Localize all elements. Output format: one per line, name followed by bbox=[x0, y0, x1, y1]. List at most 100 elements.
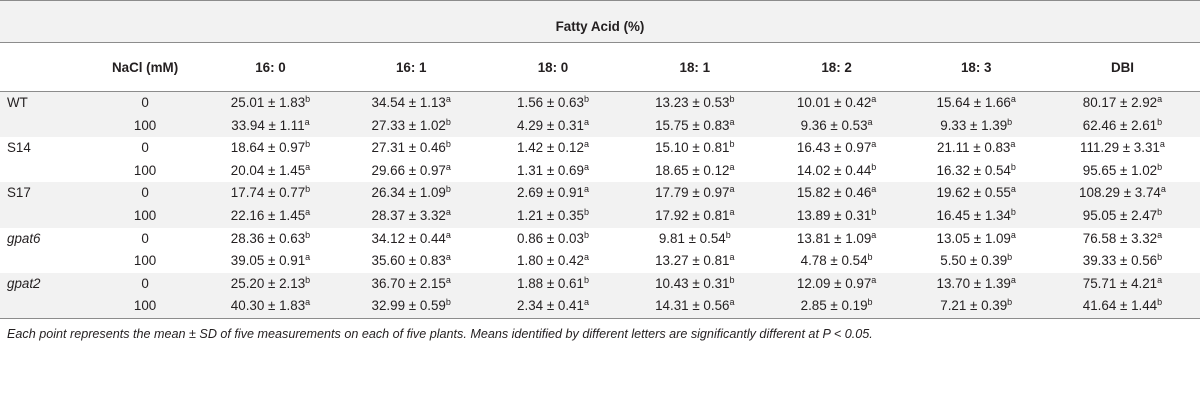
significance-letter: a bbox=[871, 184, 877, 195]
nacl-cell: 0 bbox=[89, 227, 201, 251]
mean-sd-value: 9.36 ± 0.53 bbox=[800, 117, 868, 133]
mean-sd-value: 2.85 ± 0.19 bbox=[800, 298, 868, 314]
value-cell: 15.64 ± 1.66a bbox=[907, 91, 1045, 115]
value-cell: 0.86 ± 0.03b bbox=[482, 227, 624, 251]
column-header-16-0: 16: 0 bbox=[200, 42, 341, 92]
nacl-cell: 0 bbox=[89, 272, 201, 296]
column-header-16-1: 16: 1 bbox=[340, 42, 483, 92]
value-cell: 15.82 ± 0.46a bbox=[765, 182, 908, 205]
table-body: WT 0 25.01 ± 1.83b 34.54 ± 1.13a 1.56 ± 0.63… bbox=[0, 91, 1200, 319]
mean-sd-value: 4.29 ± 0.31 bbox=[517, 117, 584, 133]
significance-letter: a bbox=[305, 161, 311, 172]
significance-letter: b bbox=[1157, 161, 1163, 172]
value-cell: 15.10 ± 0.81b bbox=[623, 137, 766, 160]
mean-sd-value: 40.30 ± 1.83 bbox=[230, 298, 306, 314]
mean-sd-value: 17.74 ± 0.77 bbox=[230, 185, 306, 201]
value-cell: 1.31 ± 0.69a bbox=[482, 159, 624, 183]
table-row: 100 39.05 ± 0.91a 35.60 ± 0.83a 1.80 ± 0.42… bbox=[0, 250, 1200, 273]
significance-letter: b bbox=[583, 94, 589, 104]
significance-letter: a bbox=[871, 274, 877, 285]
value-cell: 95.05 ± 2.47b bbox=[1044, 204, 1200, 228]
significance-letter: b bbox=[305, 184, 311, 195]
mean-sd-value: 35.60 ± 0.83 bbox=[371, 253, 446, 269]
significance-letter: a bbox=[583, 297, 589, 308]
significance-letter: b bbox=[445, 297, 451, 308]
significance-letter: a bbox=[583, 184, 589, 195]
value-cell: 10.43 ± 0.31b bbox=[623, 272, 766, 296]
significance-letter: a bbox=[871, 139, 877, 150]
mean-sd-value: 13.27 ± 0.81 bbox=[655, 253, 730, 269]
significance-letter: a bbox=[445, 274, 451, 285]
mean-sd-value: 95.65 ± 1.02 bbox=[1082, 162, 1158, 178]
column-header-dbi: DBI bbox=[1044, 42, 1200, 92]
mean-sd-value: 28.36 ± 0.63 bbox=[230, 230, 306, 246]
mean-sd-value: 1.88 ± 0.61 bbox=[517, 275, 584, 291]
value-cell: 17.74 ± 0.77b bbox=[200, 182, 341, 205]
value-cell: 75.71 ± 4.21a bbox=[1044, 272, 1200, 296]
significance-letter: b bbox=[583, 274, 589, 285]
value-cell: 1.42 ± 0.12a bbox=[482, 137, 624, 160]
value-cell: 27.31 ± 0.46b bbox=[340, 137, 483, 160]
table-row: 100 33.94 ± 1.11a 27.33 ± 1.02b 4.29 ± 0.31… bbox=[0, 114, 1200, 138]
value-cell: 17.92 ± 0.81a bbox=[623, 204, 766, 228]
significance-letter: b bbox=[1157, 116, 1163, 127]
value-cell: 16.32 ± 0.54b bbox=[907, 159, 1045, 183]
mean-sd-value: 80.17 ± 2.92 bbox=[1082, 95, 1158, 110]
strain-cell bbox=[0, 204, 90, 228]
significance-letter: a bbox=[583, 139, 589, 150]
significance-letter: a bbox=[871, 94, 877, 104]
significance-letter: b bbox=[867, 297, 873, 308]
value-cell: 2.34 ± 0.41a bbox=[482, 295, 624, 319]
value-cell: 33.94 ± 1.11a bbox=[200, 114, 341, 138]
value-cell: 18.65 ± 0.12a bbox=[623, 159, 766, 183]
significance-letter: b bbox=[445, 116, 451, 127]
column-header-18-3: 18: 3 bbox=[907, 42, 1045, 92]
mean-sd-value: 25.20 ± 2.13 bbox=[230, 275, 306, 291]
value-cell: 35.60 ± 0.83a bbox=[340, 250, 483, 273]
mean-sd-value: 15.75 ± 0.83 bbox=[655, 117, 730, 133]
value-cell: 95.65 ± 1.02b bbox=[1044, 159, 1200, 183]
strain-cell bbox=[0, 159, 90, 183]
value-cell: 16.45 ± 1.34b bbox=[907, 204, 1045, 228]
value-cell: 80.17 ± 2.92a bbox=[1044, 91, 1200, 115]
significance-letter: a bbox=[1010, 94, 1016, 104]
mean-sd-value: 95.05 ± 2.47 bbox=[1082, 207, 1158, 223]
significance-letter: a bbox=[583, 161, 589, 172]
table-row: 100 20.04 ± 1.45a 29.66 ± 0.97a 1.31 ± 0.69… bbox=[0, 159, 1200, 183]
value-cell: 22.16 ± 1.45a bbox=[200, 204, 341, 228]
value-cell: 12.09 ± 0.97a bbox=[765, 272, 908, 296]
significance-letter: b bbox=[867, 252, 873, 263]
significance-letter: a bbox=[1157, 274, 1163, 285]
value-cell: 14.02 ± 0.44b bbox=[765, 159, 908, 183]
value-cell: 13.89 ± 0.31b bbox=[765, 204, 908, 228]
value-cell: 10.01 ± 0.42a bbox=[765, 91, 908, 115]
value-cell: 1.56 ± 0.63b bbox=[482, 91, 624, 115]
group-header-row: Fatty Acid (%) bbox=[0, 0, 1200, 43]
significance-letter: a bbox=[445, 94, 451, 104]
mean-sd-value: 33.94 ± 1.11 bbox=[231, 117, 305, 133]
mean-sd-value: 1.31 ± 0.69 bbox=[517, 162, 584, 178]
mean-sd-value: 36.70 ± 2.15 bbox=[371, 275, 446, 291]
significance-letter: a bbox=[1010, 139, 1016, 150]
significance-letter: a bbox=[1159, 139, 1165, 150]
strain-cell: gpat6 bbox=[0, 227, 90, 251]
strain-cell: gpat2 bbox=[0, 272, 90, 296]
mean-sd-value: 4.78 ± 0.54 bbox=[800, 253, 868, 269]
mean-sd-value: 7.21 ± 0.39 bbox=[940, 298, 1008, 314]
table-row: 100 22.16 ± 1.45a 28.37 ± 3.32a 1.21 ± 0.35… bbox=[0, 204, 1200, 228]
mean-sd-value: 2.34 ± 0.41 bbox=[517, 298, 584, 314]
mean-sd-value: 21.11 ± 0.83 bbox=[937, 140, 1011, 156]
significance-letter: b bbox=[1007, 297, 1013, 308]
mean-sd-value: 15.10 ± 0.81 bbox=[655, 140, 730, 156]
mean-sd-value: 1.80 ± 0.42 bbox=[517, 253, 584, 269]
value-cell: 108.29 ± 3.74a bbox=[1044, 182, 1200, 205]
significance-letter: a bbox=[729, 116, 735, 127]
significance-letter: b bbox=[1010, 161, 1016, 172]
mean-sd-value: 18.64 ± 0.97 bbox=[230, 140, 306, 156]
significance-letter: a bbox=[729, 161, 735, 172]
mean-sd-value: 17.92 ± 0.81 bbox=[655, 207, 730, 223]
mean-sd-value: 10.43 ± 0.31 bbox=[655, 275, 730, 291]
significance-letter: a bbox=[305, 252, 311, 263]
strain-cell: S14 bbox=[0, 137, 90, 160]
value-cell: 19.62 ± 0.55a bbox=[907, 182, 1045, 205]
